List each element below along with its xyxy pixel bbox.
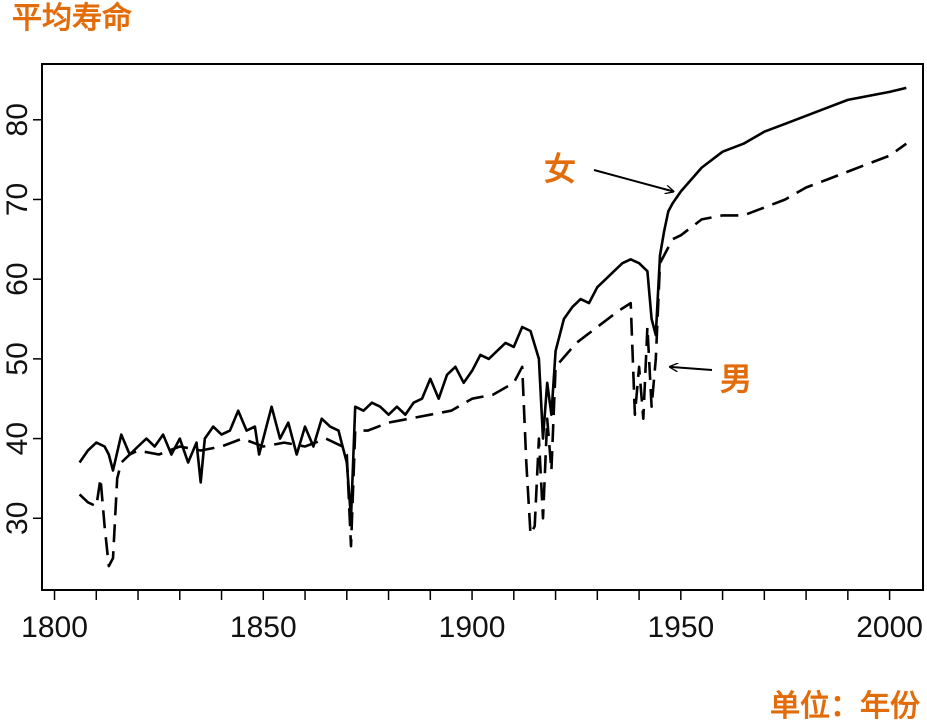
annotation-arrow-male [670,367,713,370]
y-tick-label: 30 [1,502,34,535]
y-tick-label: 60 [1,262,34,295]
x-tick-label: 1950 [647,611,714,644]
series-line-male [78,142,908,568]
y-axis: 30 40 50 60 70 80 [1,103,42,535]
x-axis: 1800 1850 1900 1950 2000 [21,590,923,644]
y-tick-label: 40 [1,422,34,455]
y-tick-label: 50 [1,342,34,375]
x-axis-unit-label: 单位：年份 [770,689,920,720]
plot-frame [41,63,924,591]
x-tick-label: 1900 [439,611,506,644]
x-tick-label: 2000 [856,611,923,644]
series-line-female [78,86,907,520]
series-label-female: 女 [544,150,576,188]
series-label-male: 男 [720,360,752,398]
x-tick-label: 1800 [21,611,88,644]
x-tick-label: 1850 [230,611,297,644]
chart-title: 平均寿命 [12,1,133,36]
annotation-arrow-female [593,169,673,192]
y-tick-label: 80 [1,103,34,136]
y-tick-label: 70 [1,183,34,216]
series-layer [78,86,908,568]
annotation-layer: 女男 [544,150,752,398]
